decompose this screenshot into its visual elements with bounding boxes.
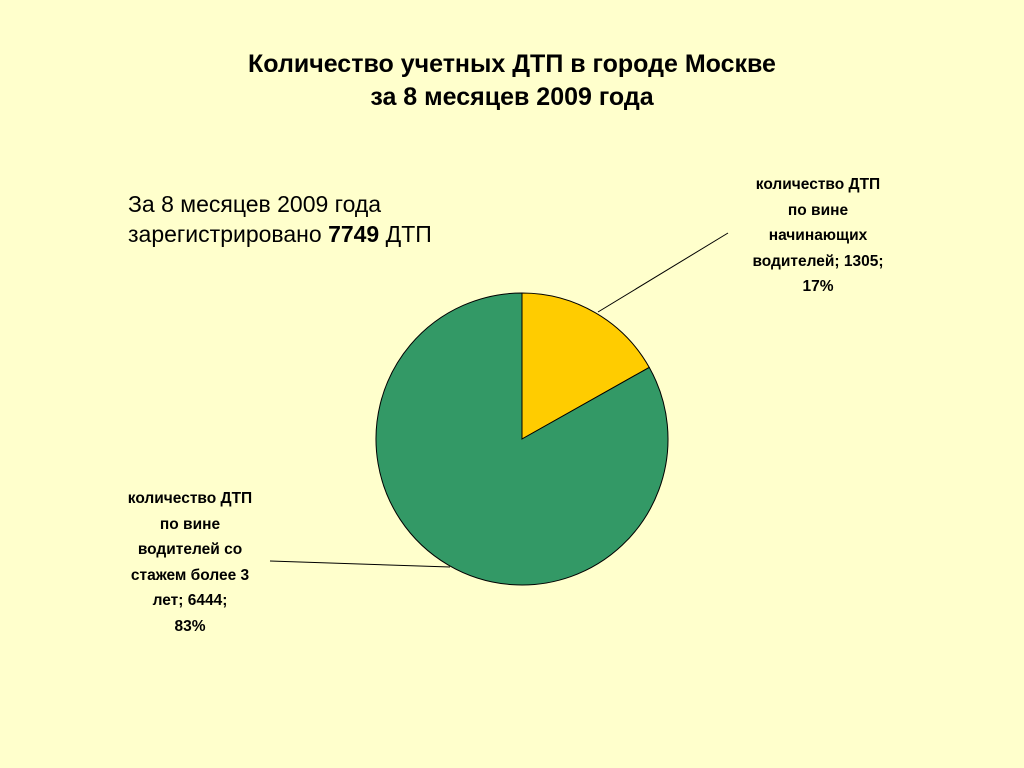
summary-text: За 8 месяцев 2009 года зарегистрировано …	[128, 189, 432, 249]
slice-label-line: 83%	[174, 617, 206, 635]
slice-label-line: по вине	[159, 515, 221, 533]
chart-title-line-1: Количество учетных ДТП в городе Москве	[248, 50, 776, 78]
chart-title-line-2: за 8 месяцев 2009 года	[370, 83, 654, 111]
summary-suffix: ДТП	[385, 221, 432, 247]
slice-label-experienced-drivers: количество ДТП по вине водителей со стаж…	[100, 486, 280, 639]
slice-label-line: количество ДТП	[127, 490, 253, 507]
chart-title: Количество учетных ДТП в городе Москве з…	[0, 48, 1024, 114]
slice-label-line: водителей со	[137, 541, 243, 558]
slice-label-line: начинающих	[768, 227, 868, 244]
slice-label-line: 17%	[802, 278, 834, 295]
slice-label-line: по вине	[787, 201, 849, 219]
summary-line-1: За 8 месяцев 2009 года	[128, 191, 382, 217]
slice-label-line: лет; 6444;	[152, 592, 228, 609]
summary-total: 7749	[328, 221, 380, 247]
pie-slice-novice-drivers	[521, 292, 650, 440]
summary-prefix: зарегистрировано	[128, 221, 322, 247]
slice-label-novice-drivers: количество ДТП по вине начинающих водите…	[718, 172, 918, 300]
leader-line-experienced-drivers	[269, 560, 451, 568]
slice-label-line: водителей; 1305;	[752, 252, 884, 270]
slice-label-line: количество ДТП	[755, 176, 881, 193]
pie-slice-experienced-drivers	[375, 292, 669, 586]
slice-label-line: стажем более 3	[130, 566, 250, 584]
leader-line-novice-drivers	[597, 232, 729, 313]
summary-line-2: зарегистрировано 7749 ДТП	[128, 219, 432, 249]
